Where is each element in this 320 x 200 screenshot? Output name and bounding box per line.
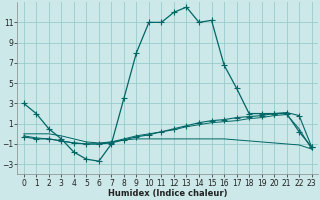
- X-axis label: Humidex (Indice chaleur): Humidex (Indice chaleur): [108, 189, 228, 198]
